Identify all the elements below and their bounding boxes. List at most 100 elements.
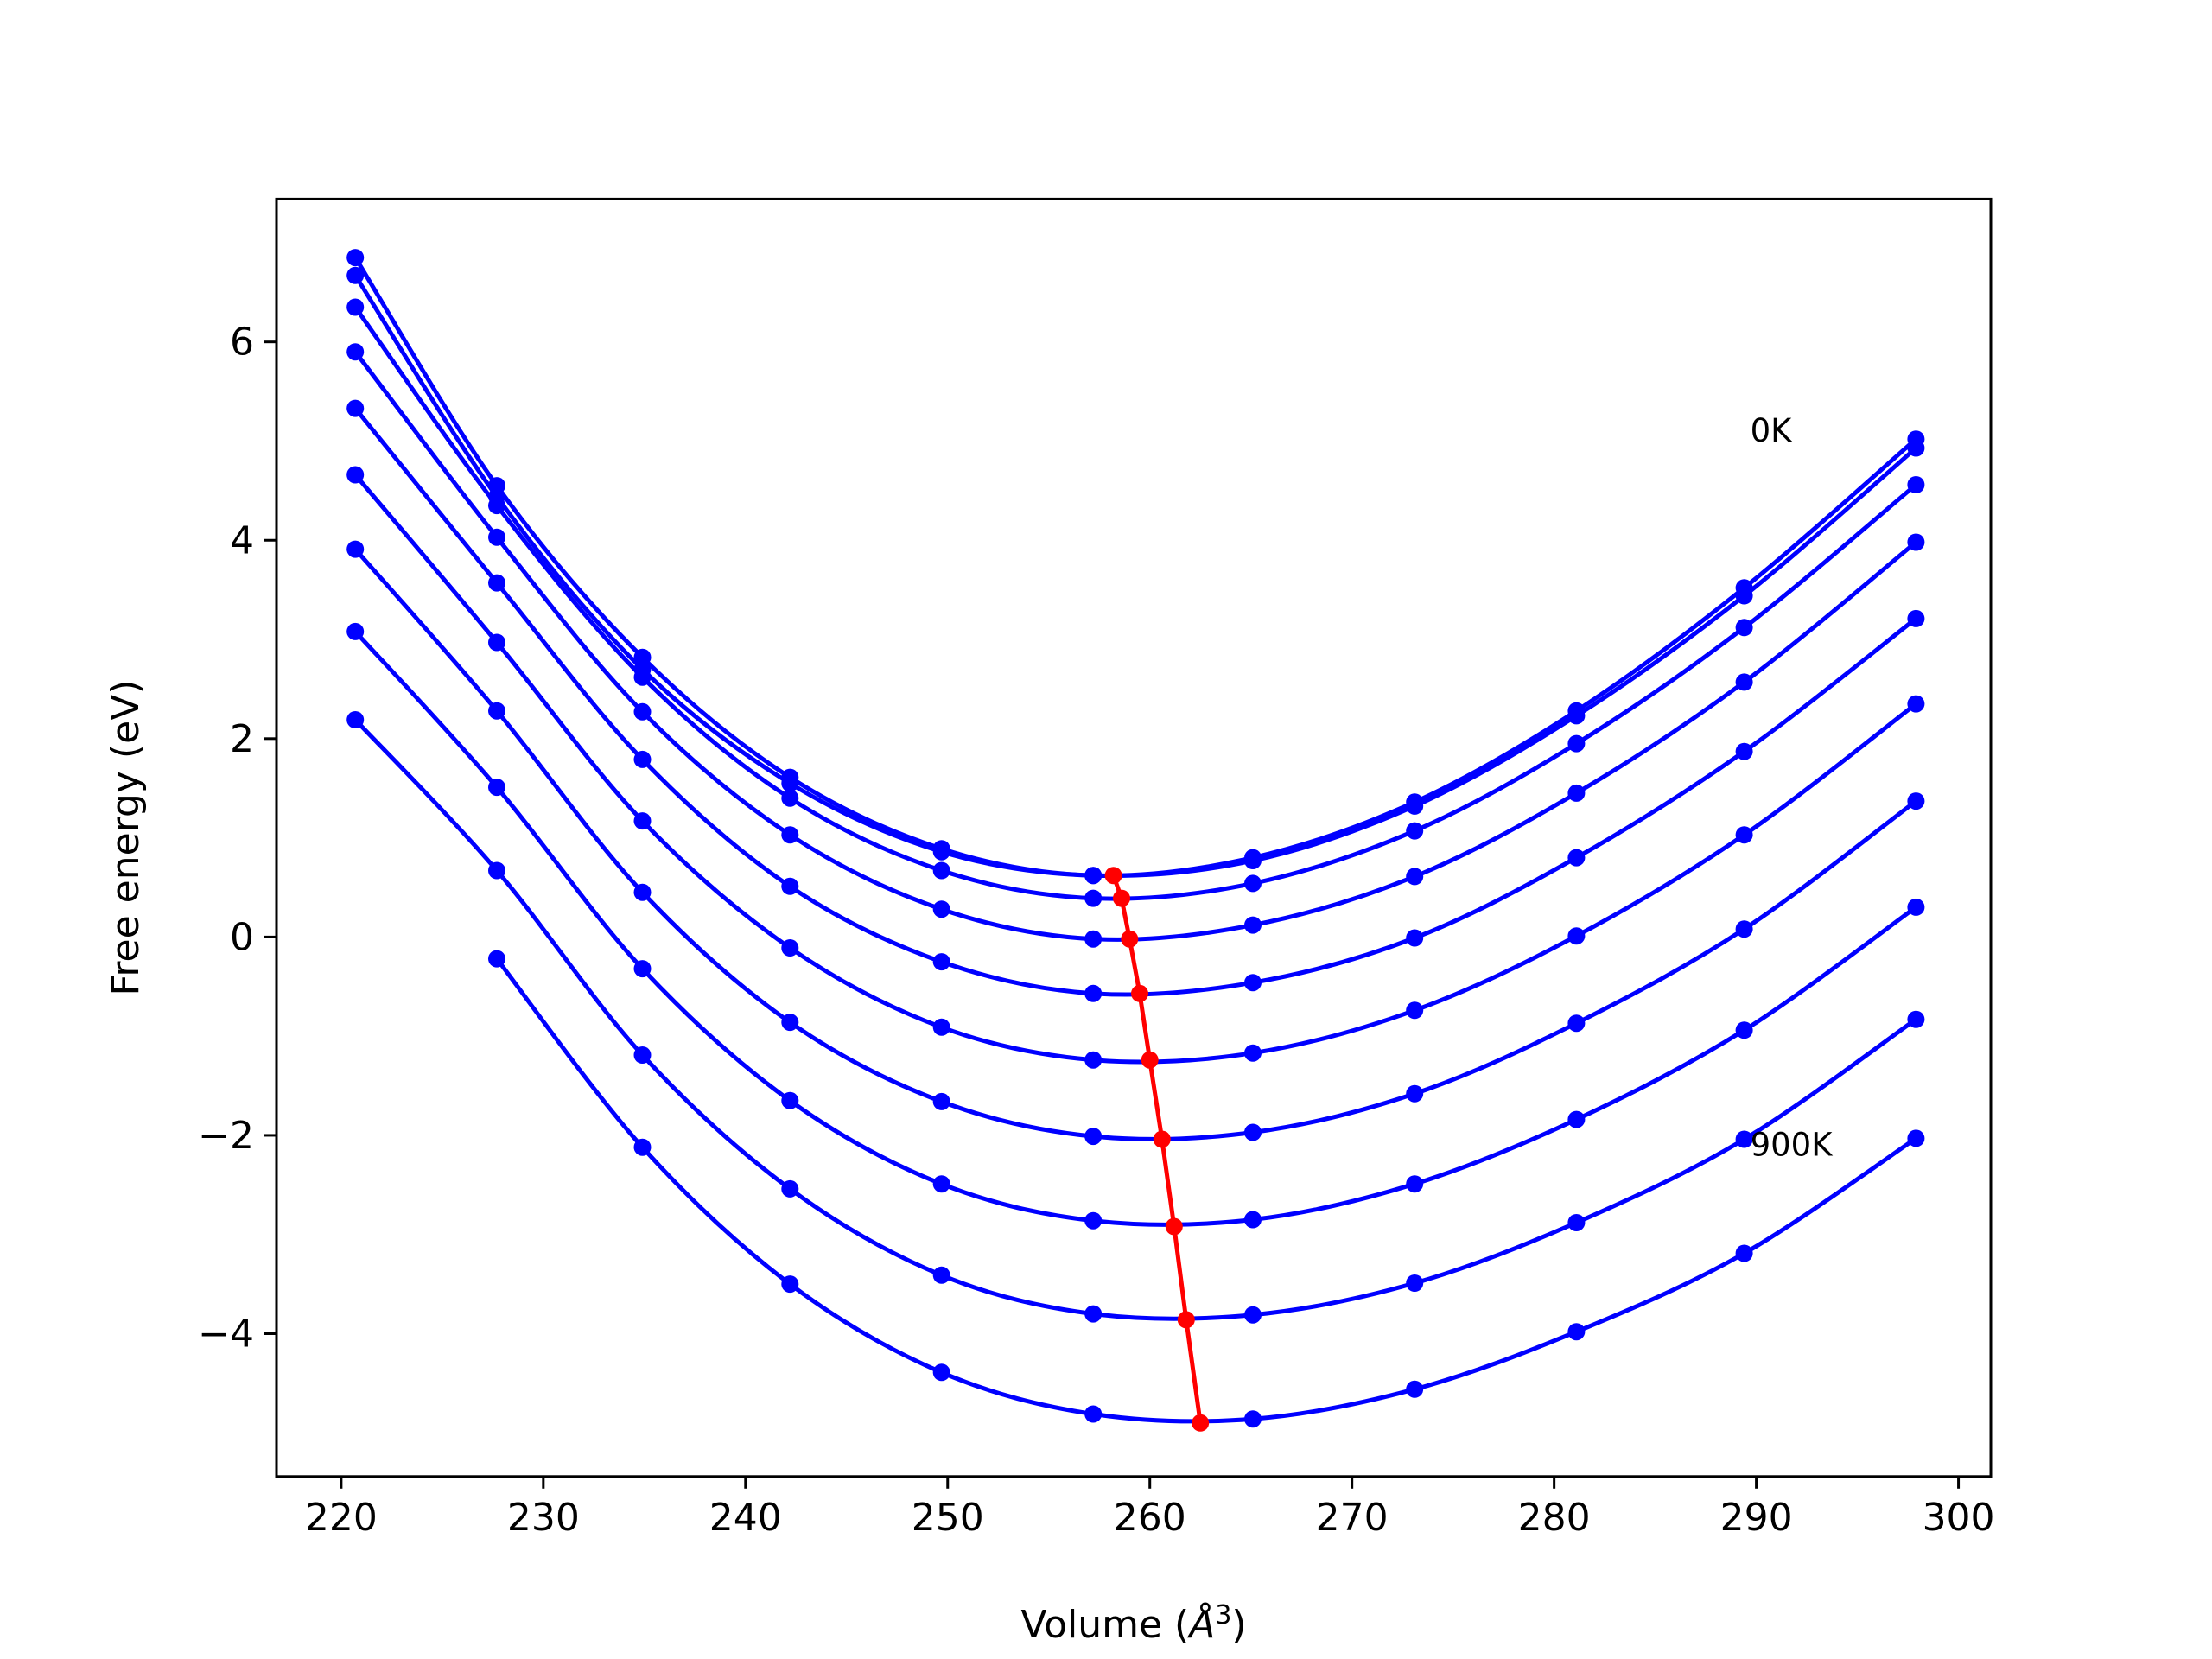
free-energy-curve-8: [353, 718, 1917, 1321]
data-point: [781, 1014, 799, 1032]
data-point: [1406, 868, 1424, 886]
ticks: 220 230 240 250 260 270 280 290 300 −4 −2 0 2 4 6: [198, 321, 1994, 1540]
data-point: [781, 774, 799, 792]
x-tick-label: 290: [1720, 1496, 1793, 1540]
data-point: [488, 861, 505, 880]
data-point: [1244, 852, 1262, 869]
data-point: [932, 1018, 950, 1036]
data-point: [1406, 929, 1424, 947]
data-point: [1735, 1021, 1753, 1039]
data-point: [1735, 742, 1753, 760]
data-point: [1084, 867, 1103, 885]
data-point: [1084, 930, 1103, 948]
data-point: [1567, 1323, 1586, 1341]
data-point: [488, 497, 505, 515]
y-tick-label: 0: [230, 915, 254, 959]
data-point: [633, 960, 652, 978]
data-point: [1406, 1001, 1424, 1020]
data-point: [1244, 1044, 1262, 1062]
data-point: [932, 1175, 950, 1193]
data-point: [1567, 1014, 1586, 1033]
data-point: [1735, 920, 1753, 938]
x-tick-label: 240: [709, 1496, 782, 1540]
free-energy-curve-9: [495, 957, 1917, 1424]
data-point: [633, 750, 652, 768]
minimum-point: [1153, 1130, 1171, 1148]
data-point: [346, 343, 365, 361]
data-point: [1735, 1244, 1753, 1262]
data-point: [932, 953, 950, 971]
data-point: [932, 900, 950, 918]
free-energy-curve-4: [353, 407, 1917, 997]
data-point: [1907, 898, 1925, 916]
x-axis-label: Volume (Å3): [1020, 1600, 1246, 1647]
data-point: [1907, 476, 1925, 493]
data-point: [1406, 797, 1424, 815]
data-point: [932, 1266, 950, 1284]
data-point: [1907, 533, 1925, 551]
data-point: [932, 842, 950, 861]
data-point: [633, 1138, 652, 1156]
y-tick-label: 4: [230, 518, 254, 563]
data-point: [633, 702, 652, 721]
data-point: [1084, 1051, 1103, 1069]
data-point: [1406, 1380, 1424, 1398]
x-tick-label: 250: [912, 1496, 984, 1540]
minimum-point: [1165, 1217, 1183, 1236]
data-point: [1907, 695, 1925, 713]
data-point: [1244, 1123, 1262, 1141]
data-point: [346, 249, 365, 267]
data-point: [633, 883, 652, 901]
data-point: [1735, 826, 1753, 844]
temperature-annotation: 900K: [1751, 1126, 1834, 1163]
data-point: [1244, 1306, 1262, 1324]
data-point: [1084, 984, 1103, 1002]
plot-frame: [275, 197, 1993, 1478]
data-point: [1735, 673, 1753, 691]
data-point: [1907, 1129, 1925, 1147]
minimum-point: [1113, 889, 1130, 907]
data-point: [1244, 916, 1262, 934]
data-point: [781, 826, 799, 844]
data-point: [1567, 1110, 1586, 1128]
data-point: [488, 702, 505, 720]
data-point: [781, 1091, 799, 1109]
minimum-point: [1177, 1311, 1195, 1329]
data-point: [932, 1092, 950, 1110]
x-tick-label: 280: [1518, 1496, 1591, 1540]
data-point: [1084, 1211, 1103, 1230]
data-point: [1907, 792, 1925, 810]
data-point: [1406, 1175, 1424, 1193]
plot-area: [346, 249, 1925, 1432]
data-point: [1735, 1130, 1753, 1148]
data-point: [1084, 1128, 1103, 1146]
data-point: [488, 528, 505, 546]
minimum-point: [1141, 1051, 1159, 1069]
data-point: [1406, 1274, 1424, 1292]
data-point: [1406, 822, 1424, 840]
data-point: [488, 779, 505, 797]
data-point: [346, 466, 365, 484]
minimum-point: [1104, 867, 1122, 885]
data-point: [1735, 587, 1753, 605]
x-tick-label: 220: [305, 1496, 378, 1540]
data-point: [488, 574, 505, 592]
data-point: [932, 1363, 950, 1382]
data-point: [781, 789, 799, 807]
y-axis-label: Free energy (eV): [104, 680, 148, 996]
data-point: [1907, 1010, 1925, 1028]
x-tick-label: 230: [507, 1496, 580, 1540]
data-point: [1244, 974, 1262, 992]
data-point: [346, 266, 365, 284]
data-point: [346, 711, 365, 728]
data-point: [346, 540, 365, 558]
data-point: [1084, 1405, 1103, 1423]
data-point: [488, 633, 505, 652]
y-tick-label: 2: [230, 717, 254, 761]
data-point: [633, 668, 652, 686]
data-point: [1567, 784, 1586, 802]
data-point: [1244, 874, 1262, 893]
data-point: [1084, 889, 1103, 907]
x-tick-label: 270: [1316, 1496, 1389, 1540]
